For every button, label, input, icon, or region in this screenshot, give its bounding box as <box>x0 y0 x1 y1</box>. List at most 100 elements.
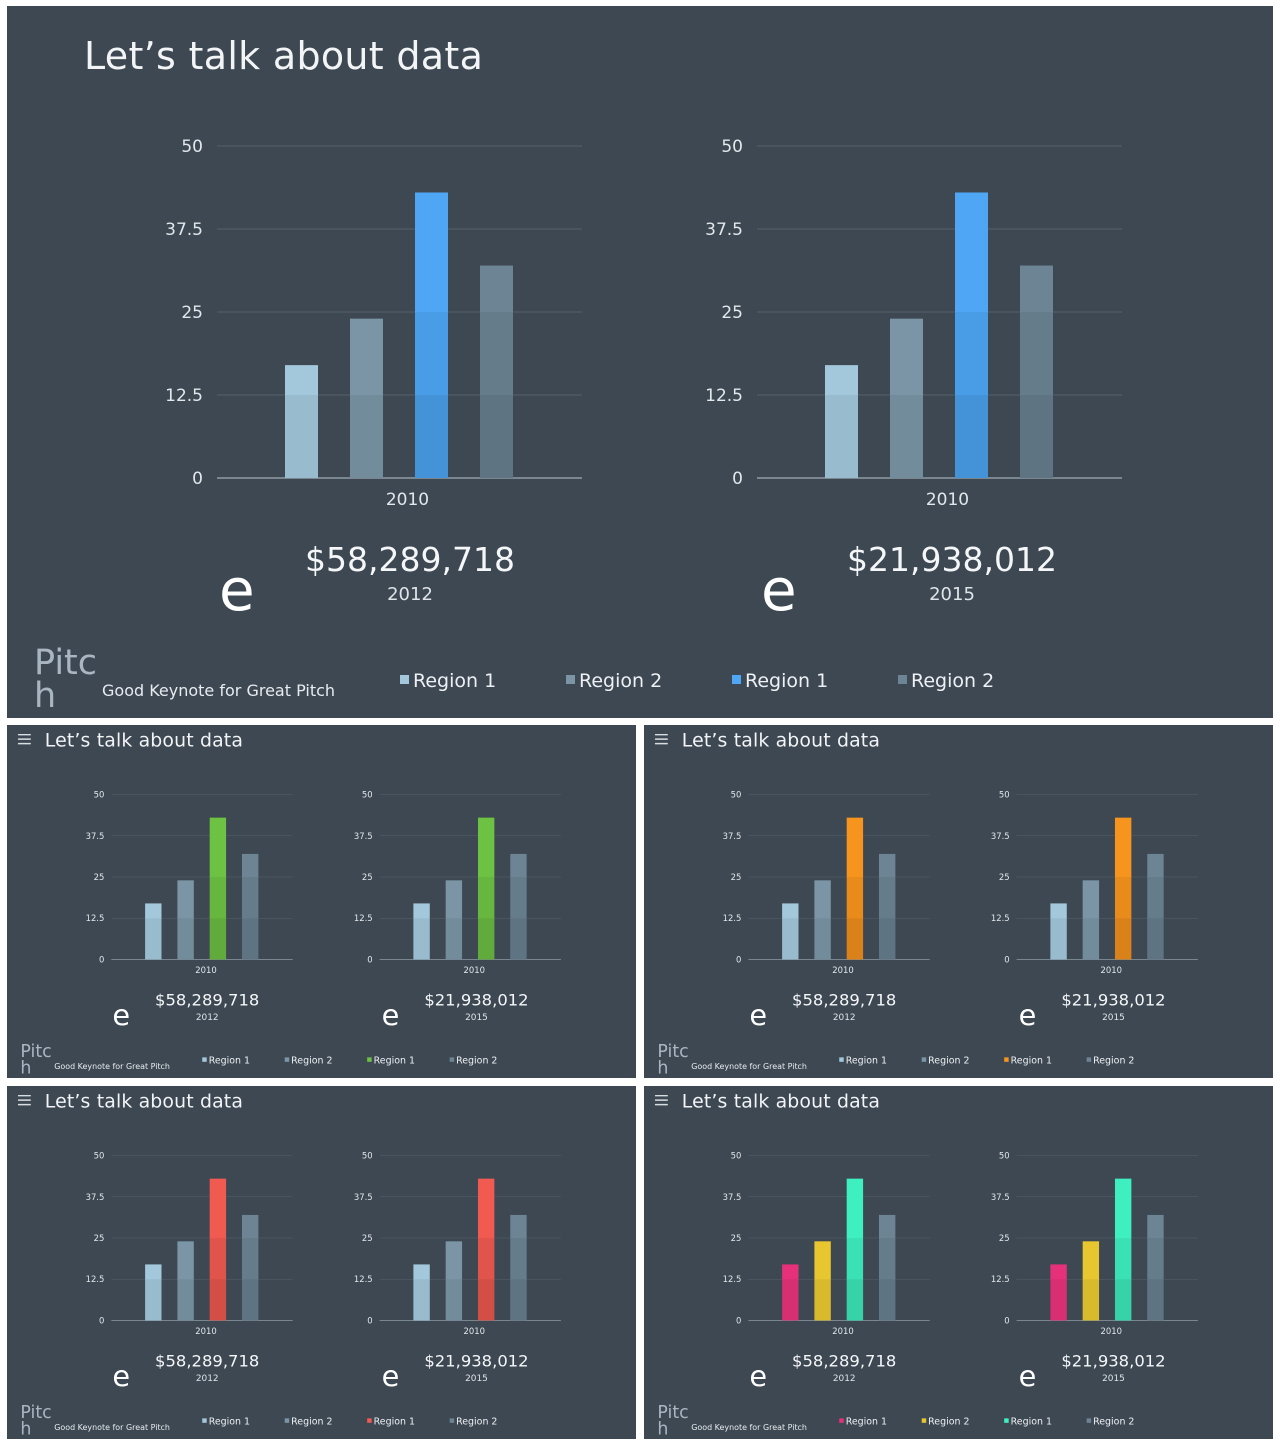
bar-band <box>241 918 259 960</box>
x-tick-label: 2010 <box>195 1326 216 1336</box>
logo-e-left: e <box>749 1359 768 1394</box>
bar <box>825 365 858 478</box>
bar-band <box>1147 918 1164 960</box>
bar-band <box>510 1279 527 1321</box>
bar <box>510 1214 527 1321</box>
legend-swatch <box>367 1418 372 1423</box>
menu-icon[interactable] <box>654 733 668 745</box>
year-left: 2012 <box>832 1012 856 1023</box>
amount-left: $58,289,718 <box>305 540 515 579</box>
legend-label: Region 2 <box>911 670 995 692</box>
y-tick-label: 0 <box>1004 954 1009 964</box>
brand-name: Pitch <box>657 1402 689 1439</box>
amount-left: $58,289,718 <box>155 1351 260 1371</box>
amount-right: $21,938,012 <box>424 990 529 1010</box>
bar-band <box>1114 1279 1132 1321</box>
legend-item: Region 1 <box>400 670 496 692</box>
y-tick-label: 37.5 <box>86 831 105 841</box>
bar <box>955 192 988 478</box>
bar <box>241 1214 259 1321</box>
slide-main: Let’s talk about data 0 12.5 25 37.5 50 2010 … <box>7 6 1273 718</box>
bar <box>814 880 831 960</box>
brand-name: Pitch <box>34 643 98 716</box>
y-tick-label: 0 <box>367 1315 372 1325</box>
bar-band <box>477 918 495 960</box>
chart-legend: Region 1 Region 2 Region 1 Region 2 <box>202 1055 550 1070</box>
bar-chart-right: 0 12.5 25 37.5 50 2010 <box>354 790 561 975</box>
y-tick-label: 12.5 <box>723 1274 742 1284</box>
chart-legend: Region 1 Region 2 Region 1 Region 2 <box>839 1055 1187 1070</box>
year-left: 2012 <box>195 1373 219 1384</box>
legend-item: Region 2 <box>284 1416 332 1427</box>
menu-icon[interactable] <box>17 733 31 745</box>
bar-band <box>177 1279 194 1321</box>
menu-icon[interactable] <box>654 1094 668 1106</box>
y-tick-label: 25 <box>362 872 373 882</box>
legend-item: Region 1 <box>367 1055 415 1066</box>
amount-left: $58,289,718 <box>792 1351 897 1371</box>
bar <box>1147 1214 1164 1321</box>
bar-band <box>209 877 227 960</box>
y-tick-label: 50 <box>181 137 203 157</box>
bar-band <box>209 1279 227 1321</box>
y-tick-label: 37.5 <box>991 1192 1010 1202</box>
chart-legend: Region 1 Region 2 Region 1 Region 2 <box>202 1416 550 1431</box>
legend-swatch <box>1004 1418 1009 1423</box>
bar-chart-right: 0 12.5 25 37.5 50 2010 <box>354 1151 561 1336</box>
legend-item: Region 1 <box>1004 1055 1052 1066</box>
bar-band <box>477 1279 495 1321</box>
x-tick-label: 2010 <box>1100 1326 1121 1336</box>
y-tick-label: 50 <box>94 790 105 800</box>
y-tick-label: 50 <box>731 1151 742 1161</box>
bar <box>846 1178 864 1321</box>
bar <box>209 817 227 960</box>
bar <box>145 1264 162 1321</box>
bar <box>413 903 430 960</box>
bar-band <box>846 1279 864 1321</box>
bar-chart-left: 0 12.5 25 37.5 50 2010 <box>723 790 930 975</box>
bar <box>445 1241 463 1321</box>
slide-green: Let’s talk about data 0 12.5 25 37.5 50 2010 … <box>7 725 636 1078</box>
y-tick-label: 25 <box>999 872 1010 882</box>
menu-icon[interactable] <box>17 1094 31 1106</box>
legend-label: Region 2 <box>291 1054 333 1066</box>
legend-item: Region 2 <box>284 1054 333 1066</box>
bar <box>890 318 923 478</box>
y-tick-label: 25 <box>94 872 105 882</box>
bar-band <box>782 918 799 960</box>
bar-band <box>177 918 194 960</box>
y-tick-label: 37.5 <box>165 220 203 240</box>
bar-band <box>510 1238 527 1321</box>
bar-band <box>846 1238 864 1321</box>
bar-band <box>878 1238 896 1321</box>
amount-right: $21,938,012 <box>847 540 1057 579</box>
bar-band <box>477 877 495 960</box>
legend-swatch <box>898 675 907 684</box>
bar <box>445 880 463 960</box>
y-tick-label: 12.5 <box>705 386 743 406</box>
bar-band <box>878 877 896 960</box>
bar <box>1082 1241 1100 1321</box>
bar-band <box>1082 1279 1100 1321</box>
logo-e-right: e <box>381 1359 400 1394</box>
bar <box>1114 817 1132 960</box>
y-tick-label: 25 <box>999 1233 1010 1243</box>
brand-tagline: Good Keynote for Great Pitch <box>691 1061 807 1071</box>
bar-band <box>241 877 259 960</box>
amount-left: $58,289,718 <box>792 990 897 1010</box>
x-tick-label: 2010 <box>832 1326 853 1336</box>
legend-item: Region 1 <box>202 1055 250 1066</box>
x-tick-label: 2010 <box>463 965 484 975</box>
year-left: 2012 <box>195 1012 219 1023</box>
bar-band <box>1050 918 1067 960</box>
bar <box>1082 880 1100 960</box>
y-tick-label: 50 <box>362 1151 373 1161</box>
year-right: 2015 <box>465 1012 488 1023</box>
y-tick-label: 37.5 <box>86 1192 105 1202</box>
bar <box>510 853 527 960</box>
bar-band <box>415 395 448 478</box>
bar <box>209 1178 227 1321</box>
legend-item: Region 1 <box>839 1416 887 1427</box>
y-tick-label: 25 <box>181 303 203 323</box>
bar-band <box>145 1279 162 1321</box>
